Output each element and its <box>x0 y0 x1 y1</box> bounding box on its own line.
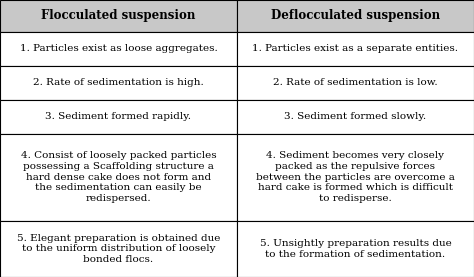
Text: 1. Particles exist as loose aggregates.: 1. Particles exist as loose aggregates. <box>19 44 218 53</box>
Text: 1. Particles exist as a separate entities.: 1. Particles exist as a separate entitie… <box>253 44 458 53</box>
Text: 2. Rate of sedimentation is high.: 2. Rate of sedimentation is high. <box>33 78 204 87</box>
Bar <box>237 32 474 66</box>
Bar <box>237 221 474 277</box>
Bar <box>0 66 237 100</box>
Text: 5. Elegant preparation is obtained due
to the uniform distribution of loosely
bo: 5. Elegant preparation is obtained due t… <box>17 234 220 264</box>
Bar <box>0 32 237 66</box>
Bar <box>0 134 237 221</box>
Text: 4. Sediment becomes very closely
packed as the repulsive forces
between the part: 4. Sediment becomes very closely packed … <box>256 151 455 203</box>
Text: Deflocculated suspension: Deflocculated suspension <box>271 9 440 22</box>
Text: 3. Sediment formed slowly.: 3. Sediment formed slowly. <box>284 112 427 121</box>
Bar <box>237 134 474 221</box>
Bar <box>237 100 474 134</box>
Text: 3. Sediment formed rapidly.: 3. Sediment formed rapidly. <box>46 112 191 121</box>
Bar <box>0 0 237 32</box>
Text: Flocculated suspension: Flocculated suspension <box>41 9 196 22</box>
Bar <box>237 0 474 32</box>
Bar <box>237 66 474 100</box>
Text: 2. Rate of sedimentation is low.: 2. Rate of sedimentation is low. <box>273 78 438 87</box>
Bar <box>0 100 237 134</box>
Text: 5. Unsightly preparation results due
to the formation of sedimentation.: 5. Unsightly preparation results due to … <box>260 239 451 259</box>
Bar <box>0 221 237 277</box>
Text: 4. Consist of loosely packed particles
possessing a Scaffolding structure a
hard: 4. Consist of loosely packed particles p… <box>21 151 216 203</box>
